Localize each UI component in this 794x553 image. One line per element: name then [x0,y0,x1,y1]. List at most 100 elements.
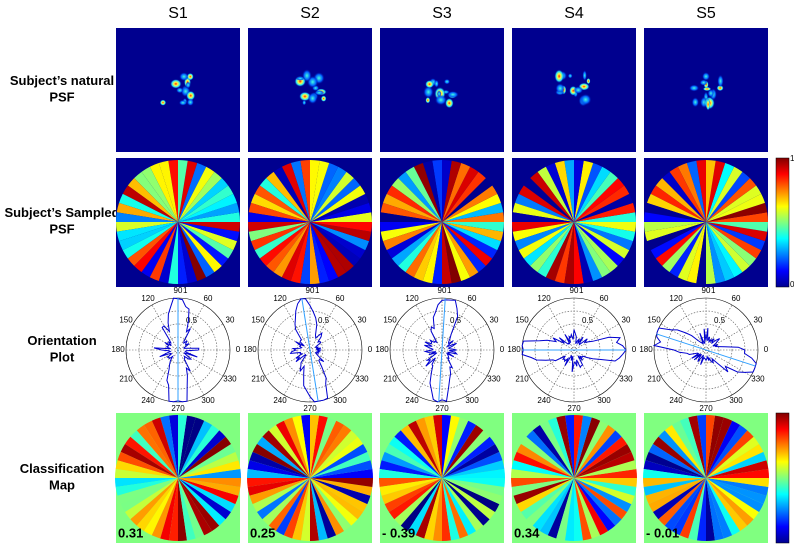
wedge [136,478,178,531]
wedge [143,478,178,536]
wedge [706,478,724,541]
wedge [310,160,330,222]
psf-speckle [186,98,194,106]
wedge [706,425,748,478]
wedge [511,478,574,496]
wedge [178,478,187,541]
wedge [574,417,601,478]
polar-angle-label: 180 [639,345,653,354]
wedge [643,469,706,478]
wedge [644,212,706,222]
polar-angle-label: 240 [273,396,287,405]
wedge [442,478,500,513]
wedge [537,222,574,278]
wedge [539,478,574,536]
wedge [643,478,706,487]
wedge [706,478,741,536]
wedge [574,185,630,222]
wedge [574,478,616,531]
polar-ring [692,336,720,364]
wedge [168,222,178,284]
wedge [310,420,345,478]
wedge [141,222,178,278]
wedge [178,478,226,526]
wedge [178,478,241,496]
wedge [647,222,706,251]
wedge [442,222,462,284]
wedge [178,436,231,478]
wedge [310,478,345,536]
wedge [116,222,178,232]
wedge [178,222,198,284]
wedge [645,478,706,505]
wedge [413,163,442,222]
wedge [669,166,706,222]
score: 0.34 [514,525,540,540]
wedge [268,425,310,478]
wedge [178,222,229,266]
wedge [644,222,706,242]
wedge [116,212,178,222]
wedge [532,425,574,478]
wedge [178,478,231,520]
wedge [310,166,347,222]
wedge [178,420,213,478]
polar-angle-label: 120 [273,294,287,303]
wedge [512,222,574,232]
polar-angle-label: 240 [405,396,419,405]
wedge [706,417,733,478]
wedge [706,163,735,222]
wedge [706,469,769,478]
wedge [178,222,237,251]
wedge [442,478,484,531]
wedge [398,171,442,222]
wedge [442,171,486,222]
wedge [134,171,178,222]
wedge [688,478,706,541]
wedge [574,415,592,478]
wedge [290,222,310,284]
wedge [564,222,574,284]
polar-radial-label: 1 [315,286,320,295]
wedge [115,469,178,478]
polar-angle-label: 90 [570,286,579,295]
wedge [158,160,178,222]
wedge [407,478,442,536]
polar-radial-label: 1 [447,286,452,295]
wedge [664,425,706,478]
wedge [442,478,490,526]
wedge [706,222,750,273]
psf-speckle [425,80,435,89]
psf-speckle [159,99,167,106]
wedge [169,415,178,478]
wedge [310,425,352,478]
wedge [706,222,735,281]
wedge [706,212,768,222]
psf-speckle [170,79,182,89]
wedge [574,420,609,478]
wedge [442,222,479,278]
wedge [394,478,442,526]
psf-speckle [707,89,715,98]
wedge [706,478,764,513]
wedge [178,425,220,478]
wedge [281,163,310,222]
wedge [442,163,471,222]
polar-angle-label: 120 [141,294,155,303]
row-label: Subject’s Sampled PSF [4,206,119,237]
polar-angle-label: 210 [515,375,529,384]
wedge [300,222,310,284]
wedge [310,212,372,222]
wedge [178,478,236,513]
wedge [178,415,187,478]
wedge [433,478,442,541]
wedge [442,222,493,266]
wedge [574,212,636,222]
wedge [442,478,460,541]
wedge [178,443,236,478]
wedge [178,478,205,539]
orientation-trace [652,327,757,373]
wedge [158,222,178,284]
wedge [143,420,178,478]
wedge [706,478,715,541]
